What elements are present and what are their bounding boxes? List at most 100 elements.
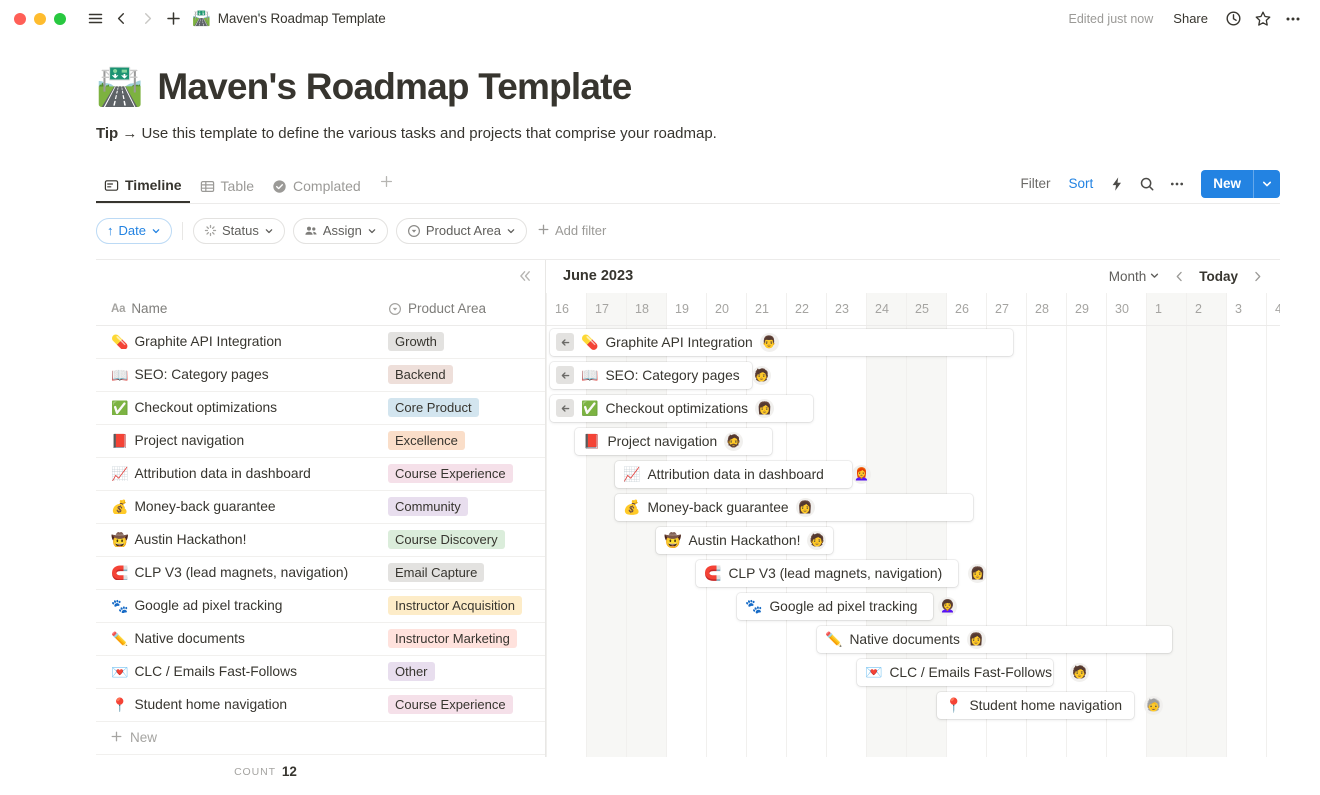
table-row[interactable]: 🤠 Austin Hackathon! Course Discovery [96,524,545,557]
avatar[interactable]: 👨 [759,332,779,352]
timeline-bar[interactable]: 💌 CLC / Emails Fast-Follows [857,658,1053,686]
table-cell-product-area[interactable]: Instructor Acquisition [388,595,522,615]
tab-table[interactable]: Table [192,169,262,203]
table-cell-name[interactable]: ✅ Checkout optimizations [96,400,388,415]
add-filter-button[interactable]: Add filter [535,223,606,239]
table-cell-name[interactable]: 📖 SEO: Category pages [96,367,388,382]
table-cell-name[interactable]: ✏️ Native documents [96,631,388,646]
chevron-down-icon[interactable] [1254,170,1280,198]
table-row[interactable]: 📖 SEO: Category pages Backend [96,359,545,392]
avatar[interactable]: 🧑 [807,530,827,550]
document-tab[interactable]: 🛣️ Maven's Roadmap Template [192,11,386,26]
new-button-group[interactable]: New [1201,169,1280,198]
bar-resize-left-icon[interactable] [556,366,574,384]
minimize-window-button[interactable] [34,12,46,25]
add-view-button[interactable] [371,174,402,203]
table-cell-product-area[interactable]: Community [388,496,468,516]
filter-chip-date[interactable]: ↑ Date [96,217,172,244]
table-cell-name[interactable]: 💊 Graphite API Integration [96,334,388,349]
page-title[interactable]: Maven's Roadmap Template [157,66,632,107]
timeline-bar[interactable]: 🤠 Austin Hackathon! 🧑 [656,526,833,554]
bar-resize-left-icon[interactable] [556,399,574,417]
tab-timeline[interactable]: Timeline [96,169,190,203]
table-cell-name[interactable]: 🧲 CLP V3 (lead magnets, navigation) [96,565,388,580]
table-row[interactable]: 🧲 CLP V3 (lead magnets, navigation) Email … [96,557,545,590]
maximize-window-button[interactable] [54,12,66,25]
bar-resize-left-icon[interactable] [556,333,574,351]
roadmap-emoji-icon[interactable]: 🛣️ [96,66,144,108]
chevron-right-icon[interactable] [1247,267,1268,286]
avatar[interactable]: 👩 [966,629,986,649]
table-row[interactable]: 💰 Money-back guarantee Community [96,491,545,524]
lightning-bolt-icon[interactable] [1103,170,1131,198]
table-row[interactable]: ✅ Checkout optimizations Core Product [96,392,545,425]
filter-chip-status[interactable]: Status [192,217,285,244]
table-cell-product-area[interactable]: Course Discovery [388,529,505,549]
table-cell-name[interactable]: 🤠 Austin Hackathon! [96,532,388,547]
timeline-bar[interactable]: 💰 Money-back guarantee 👩 [615,493,973,521]
add-row-button[interactable]: New [96,722,545,755]
share-button[interactable]: Share [1173,11,1208,26]
tab-complated[interactable]: Complated [264,169,369,203]
table-cell-name[interactable]: 📍 Student home navigation [96,697,388,712]
table-row[interactable]: 💊 Graphite API Integration Growth [96,326,545,359]
avatar[interactable]: 🧑 [752,365,771,385]
today-button[interactable]: Today [1199,268,1238,284]
avatar[interactable]: 🧓 [1144,695,1163,715]
table-cell-product-area[interactable]: Other [388,661,435,681]
table-row[interactable]: 📍 Student home navigation Course Experienc… [96,689,545,722]
star-icon[interactable] [1250,6,1276,32]
chevron-left-icon[interactable] [1169,267,1190,286]
clock-history-icon[interactable] [1220,6,1246,32]
row-count[interactable]: COUNT 12 [96,755,545,789]
timeline-bar[interactable]: 📕 Project navigation 🧔 [575,427,772,455]
table-row[interactable]: 🐾 Google ad pixel tracking Instructor Acqu… [96,590,545,623]
avatar[interactable]: 👩‍🦱 [938,596,957,616]
forward-chevron-icon[interactable] [134,6,160,32]
table-cell-product-area[interactable]: Course Experience [388,694,513,714]
back-chevron-icon[interactable] [108,6,134,32]
timeline-bar[interactable]: 💊 Graphite API Integration 👨 [550,328,1013,356]
avatar[interactable]: 👩‍🦰 [852,464,871,484]
table-cell-product-area[interactable]: Backend [388,364,453,384]
avatar[interactable]: 👩 [968,563,987,583]
table-row[interactable]: 💌 CLC / Emails Fast-Follows Other [96,656,545,689]
table-cell-product-area[interactable]: Excellence [388,430,465,450]
new-page-plus-icon[interactable] [160,6,186,32]
avatar[interactable]: 🧔 [724,431,744,451]
search-icon[interactable] [1133,170,1161,198]
table-cell-product-area[interactable]: Email Capture [388,562,485,582]
sort-button[interactable]: Sort [1068,176,1094,191]
timeline-bar[interactable]: ✏️ Native documents 👩 [817,625,1172,653]
avatar[interactable]: 👩 [755,398,775,418]
column-header-name[interactable]: Aa Name [96,301,388,316]
table-cell-product-area[interactable]: Core Product [388,397,479,417]
filter-chip-product-area[interactable]: Product Area [395,217,528,244]
table-cell-product-area[interactable]: Instructor Marketing [388,628,517,648]
timeline-bar[interactable]: 🧲 CLP V3 (lead magnets, navigation) [696,559,958,587]
table-row[interactable]: 📈 Attribution data in dashboard Course Exp… [96,458,545,491]
table-cell-name[interactable]: 💌 CLC / Emails Fast-Follows [96,664,388,679]
table-cell-name[interactable]: 📈 Attribution data in dashboard [96,466,388,481]
timeline-bar[interactable]: ✅ Checkout optimizations 👩 [550,394,813,422]
filter-chip-assign[interactable]: Assign [292,217,388,244]
timeline-bar[interactable]: 🐾 Google ad pixel tracking [737,592,933,620]
table-row[interactable]: 📕 Project navigation Excellence [96,425,545,458]
timeline-bar[interactable]: 📈 Attribution data in dashboard [615,460,852,488]
table-cell-product-area[interactable]: Course Experience [388,463,513,483]
collapse-left-icon[interactable] [517,268,533,284]
more-horizontal-icon[interactable] [1280,6,1306,32]
new-button[interactable]: New [1213,176,1241,191]
more-horizontal-icon[interactable] [1163,170,1191,198]
filter-button[interactable]: Filter [1020,176,1051,191]
table-cell-name[interactable]: 📕 Project navigation [96,433,388,448]
column-header-product-area[interactable]: Product Area [388,301,486,316]
timeline-bar[interactable]: 📍 Student home navigation [937,691,1134,719]
avatar[interactable]: 🧑 [1070,662,1089,682]
hamburger-menu-icon[interactable] [82,6,108,32]
table-cell-name[interactable]: 🐾 Google ad pixel tracking [96,598,388,613]
table-cell-product-area[interactable]: Growth [388,331,444,351]
timeline-zoom-select[interactable]: Month [1103,266,1167,287]
timeline-bar[interactable]: 📖 SEO: Category pages [550,361,752,389]
table-row[interactable]: ✏️ Native documents Instructor Marketing [96,623,545,656]
